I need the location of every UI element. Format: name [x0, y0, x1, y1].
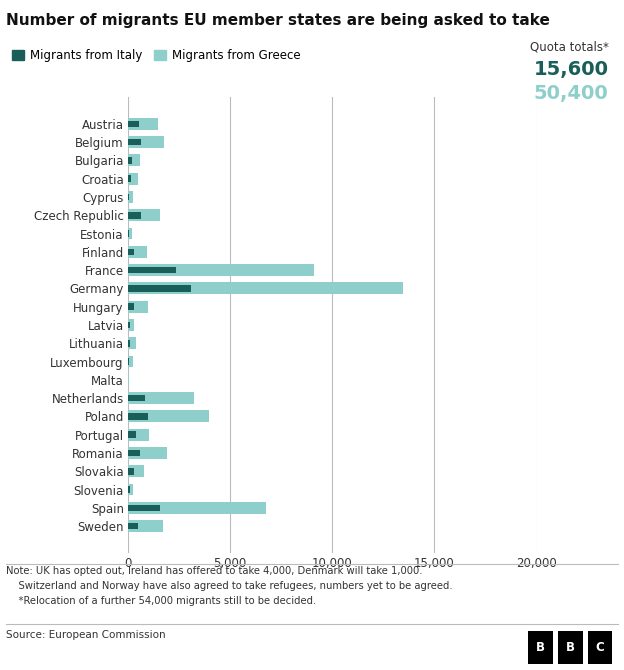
Bar	[128, 520, 163, 532]
Bar	[128, 249, 134, 255]
Bar	[128, 154, 140, 166]
Bar	[128, 173, 138, 185]
Bar	[128, 450, 140, 456]
Bar	[128, 191, 132, 203]
Bar	[128, 322, 130, 328]
FancyBboxPatch shape	[558, 631, 583, 663]
Bar	[128, 411, 208, 422]
Text: C: C	[595, 641, 604, 654]
Text: 15,600: 15,600	[534, 60, 608, 79]
Bar	[128, 267, 177, 273]
Bar	[128, 358, 129, 364]
Bar	[128, 429, 149, 441]
Bar	[128, 136, 164, 148]
Bar	[128, 484, 133, 496]
Bar	[128, 486, 130, 493]
Bar	[128, 413, 148, 419]
Bar	[128, 176, 131, 182]
Text: 50,400: 50,400	[534, 84, 608, 103]
Bar	[128, 431, 136, 438]
Bar	[128, 230, 129, 237]
Bar	[128, 304, 134, 310]
Text: B: B	[566, 641, 575, 654]
Bar	[128, 502, 266, 514]
Bar	[128, 505, 160, 511]
Bar	[128, 301, 148, 313]
Bar	[128, 157, 132, 163]
Bar	[128, 468, 134, 474]
Bar	[128, 194, 129, 200]
Text: *Relocation of a further 54,000 migrants still to be decided.: *Relocation of a further 54,000 migrants…	[6, 596, 316, 606]
Bar	[128, 337, 136, 349]
Bar	[128, 447, 167, 459]
Text: Quota totals*: Quota totals*	[530, 40, 608, 53]
Bar	[128, 285, 191, 291]
Bar	[128, 356, 133, 367]
Legend: Migrants from Italy, Migrants from Greece: Migrants from Italy, Migrants from Greec…	[12, 50, 300, 62]
Bar	[128, 118, 158, 130]
Bar	[128, 523, 138, 529]
Text: Number of migrants EU member states are being asked to take: Number of migrants EU member states are …	[6, 13, 550, 28]
Bar	[128, 465, 145, 477]
FancyBboxPatch shape	[529, 631, 553, 663]
Bar	[128, 139, 140, 145]
Bar	[128, 264, 314, 276]
Text: Switzerland and Norway have also agreed to take refugees, numbers yet to be agre: Switzerland and Norway have also agreed …	[6, 581, 453, 591]
Bar	[128, 209, 160, 221]
Text: Note: UK has opted out, Ireland has offered to take 4,000, Denmark will take 1,0: Note: UK has opted out, Ireland has offe…	[6, 566, 422, 576]
Bar	[128, 340, 130, 346]
Bar	[128, 121, 139, 127]
Bar	[128, 374, 129, 386]
Bar	[128, 246, 147, 258]
Text: Source: European Commission: Source: European Commission	[6, 630, 166, 640]
FancyBboxPatch shape	[588, 631, 612, 663]
Text: B: B	[536, 641, 545, 654]
Bar	[128, 395, 145, 401]
Bar	[128, 392, 194, 404]
Bar	[128, 212, 142, 218]
Bar	[128, 283, 402, 294]
Bar	[128, 319, 134, 331]
Bar	[128, 228, 132, 239]
